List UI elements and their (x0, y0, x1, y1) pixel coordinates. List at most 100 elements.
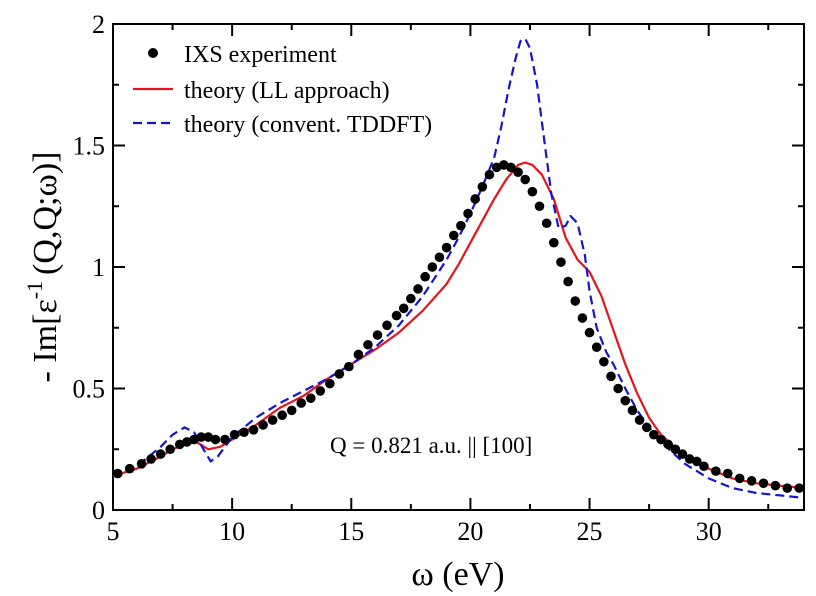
data-point (527, 186, 538, 197)
legend-label-tddft: theory (convent. TDDFT) (184, 112, 432, 138)
y-axis-label: - Im[ε-1 (Q,Q;ω)] (22, 152, 64, 383)
data-point (305, 393, 316, 404)
data-point (649, 429, 659, 440)
x-tick-label: 15 (338, 517, 364, 546)
y-tick-label: 1.5 (73, 132, 106, 161)
data-point (591, 342, 602, 352)
data-point (277, 410, 287, 421)
data-point (691, 456, 702, 467)
data-point (220, 434, 230, 445)
data-point (372, 330, 383, 340)
data-point (420, 271, 430, 282)
y-tick-label: 0 (92, 496, 105, 525)
x-tick-label: 5 (107, 517, 120, 546)
data-point (620, 395, 631, 406)
data-point (549, 237, 559, 248)
data-point (267, 415, 278, 425)
legend: IXS experiment theory (LL approach) theo… (133, 42, 432, 138)
data-point (599, 356, 609, 367)
data-point (663, 439, 673, 450)
y-tick-label: 0.5 (73, 375, 106, 404)
data-point (413, 284, 423, 294)
data-point (296, 398, 307, 408)
data-point (239, 427, 249, 438)
data-point (248, 425, 259, 435)
data-point (124, 463, 135, 474)
y-axis-label-main: - Im[ε (27, 299, 64, 382)
data-point (577, 313, 588, 323)
data-point (541, 218, 552, 229)
data-point (670, 444, 681, 455)
data-point (506, 162, 516, 173)
x-tick-label: 30 (696, 517, 722, 546)
data-point (448, 230, 459, 241)
data-point (363, 339, 373, 350)
data-point (782, 483, 793, 493)
data-point (258, 420, 268, 430)
data-point (584, 327, 595, 338)
data-point (112, 468, 123, 479)
data-point (641, 422, 652, 433)
data-point (722, 468, 733, 479)
data-point (382, 320, 392, 331)
x-tick-label: 20 (457, 517, 483, 546)
data-point (484, 169, 495, 180)
data-point (398, 303, 409, 314)
annotation: Q = 0.821 a.u. || [100] (330, 433, 532, 458)
series-line-1 (112, 161, 805, 490)
data-point (656, 434, 666, 445)
data-point (344, 361, 354, 372)
data-point (334, 369, 345, 379)
data-point (627, 405, 638, 416)
data-point (477, 182, 488, 192)
legend-label-ll: theory (LL approach) (184, 78, 390, 104)
data-point (699, 461, 709, 472)
data-point (136, 459, 147, 469)
legend-marker-ixs (148, 48, 158, 58)
data-point (711, 466, 721, 476)
data-point (463, 208, 473, 219)
data-point (470, 194, 480, 204)
data-point (606, 371, 616, 382)
data-point (534, 201, 545, 212)
data-point (570, 296, 581, 306)
y-tick-label: 1 (92, 253, 105, 282)
data-point (770, 480, 781, 491)
data-point (563, 276, 573, 287)
data-point (556, 257, 566, 267)
data-point (734, 473, 745, 484)
data-point (746, 476, 757, 486)
data-point (634, 415, 645, 425)
data-point (441, 242, 452, 253)
data-point (353, 349, 364, 360)
data-point (434, 252, 445, 263)
data-point (196, 432, 206, 442)
data-point (146, 454, 156, 464)
data-point (315, 386, 326, 396)
data-point (677, 449, 688, 459)
x-tick-label: 10 (219, 517, 245, 546)
data-point (286, 405, 297, 416)
y-axis-label-superscript: -1 (22, 281, 47, 299)
y-tick-label: 2 (92, 10, 105, 39)
x-tick-label: 25 (577, 517, 603, 546)
data-point (794, 483, 805, 493)
data-point (391, 310, 402, 321)
data-point (155, 449, 166, 459)
data-point (210, 434, 221, 445)
data-point (406, 293, 416, 304)
data-point (513, 167, 523, 178)
data-point (456, 220, 466, 231)
x-axis-label: ω (eV) (411, 556, 504, 593)
data-point (613, 383, 623, 394)
data-point (520, 174, 531, 185)
data-point (427, 262, 438, 272)
data-point (325, 378, 335, 389)
data-point (758, 478, 769, 489)
series-line-2 (112, 37, 805, 499)
data-point (165, 444, 175, 455)
data-point (229, 429, 240, 440)
legend-label-ixs: IXS experiment (184, 42, 337, 68)
y-axis-label-tail: (Q,Q;ω)] (27, 152, 64, 275)
